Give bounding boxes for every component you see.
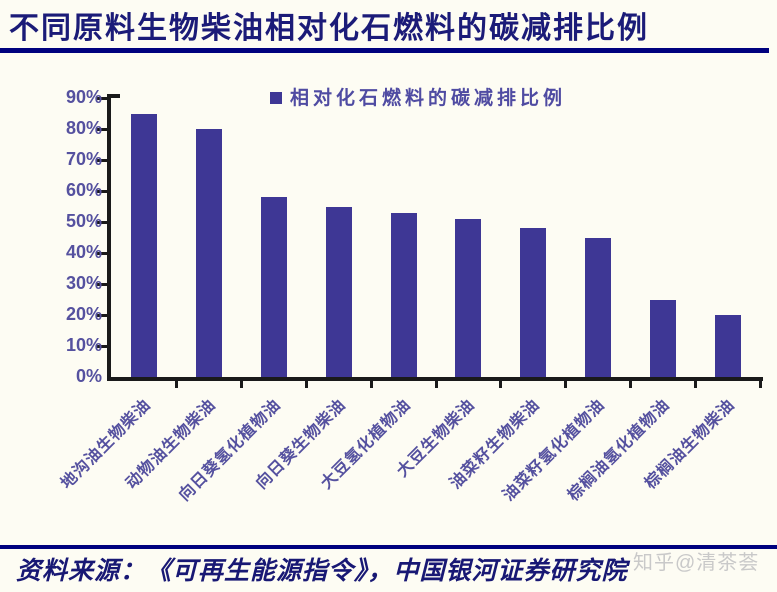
x-axis-tick bbox=[434, 381, 438, 388]
page-title: 不同原料生物柴油相对化石燃料的碳减排比例 bbox=[9, 12, 649, 45]
bar bbox=[649, 299, 676, 377]
x-axis-tick bbox=[628, 381, 632, 388]
y-axis-label: 70% bbox=[65, 149, 102, 169]
bar bbox=[325, 206, 352, 377]
x-axis-tick bbox=[564, 381, 568, 388]
bar bbox=[390, 212, 417, 377]
x-axis-tick bbox=[499, 381, 503, 388]
legend-square-icon bbox=[270, 91, 282, 104]
bar bbox=[520, 228, 547, 377]
footer-divider bbox=[0, 545, 777, 549]
y-axis-tick bbox=[97, 97, 107, 100]
watermark: 知乎@清茶荟 bbox=[633, 552, 760, 574]
y-axis-label: 40% bbox=[65, 242, 102, 262]
bar bbox=[714, 315, 741, 377]
x-axis-tick bbox=[175, 381, 179, 388]
source-note: 资料来源：《可再生能源指令》，中国银河证券研究院 bbox=[16, 558, 628, 585]
y-axis-label: 60% bbox=[65, 180, 102, 200]
y-axis-label: 80% bbox=[65, 118, 102, 138]
y-axis-tick bbox=[97, 252, 107, 255]
y-axis-tick bbox=[97, 190, 107, 193]
legend: 相对化石燃料的碳减排比例 bbox=[270, 83, 566, 110]
y-axis-label: 50% bbox=[65, 211, 102, 231]
bar bbox=[131, 113, 158, 377]
x-axis-line bbox=[107, 377, 763, 381]
bar bbox=[455, 218, 482, 377]
y-axis-top-cap bbox=[107, 94, 120, 98]
bar bbox=[261, 197, 287, 377]
y-axis-tick bbox=[97, 221, 107, 224]
y-axis-label: 10% bbox=[65, 335, 102, 355]
bar bbox=[585, 237, 611, 377]
y-axis-label: 20% bbox=[65, 304, 102, 324]
y-axis-tick bbox=[97, 159, 107, 162]
y-axis-tick bbox=[97, 128, 107, 131]
x-axis-tick bbox=[304, 381, 308, 388]
y-axis-tick bbox=[97, 283, 107, 286]
legend-label: 相对化石燃料的碳减排比例 bbox=[290, 88, 567, 109]
y-axis-label: 0% bbox=[75, 366, 102, 386]
x-axis-tick bbox=[758, 381, 762, 388]
x-axis-tick bbox=[693, 381, 697, 388]
y-axis-tick bbox=[97, 345, 107, 348]
y-axis-tick bbox=[97, 314, 107, 317]
bar bbox=[196, 129, 223, 377]
y-axis-label: 30% bbox=[65, 273, 102, 293]
y-axis-line bbox=[107, 94, 111, 381]
x-axis-tick bbox=[369, 381, 373, 388]
x-axis-tick bbox=[240, 381, 244, 388]
title-underline bbox=[0, 48, 769, 53]
y-axis-label: 90% bbox=[65, 87, 102, 107]
